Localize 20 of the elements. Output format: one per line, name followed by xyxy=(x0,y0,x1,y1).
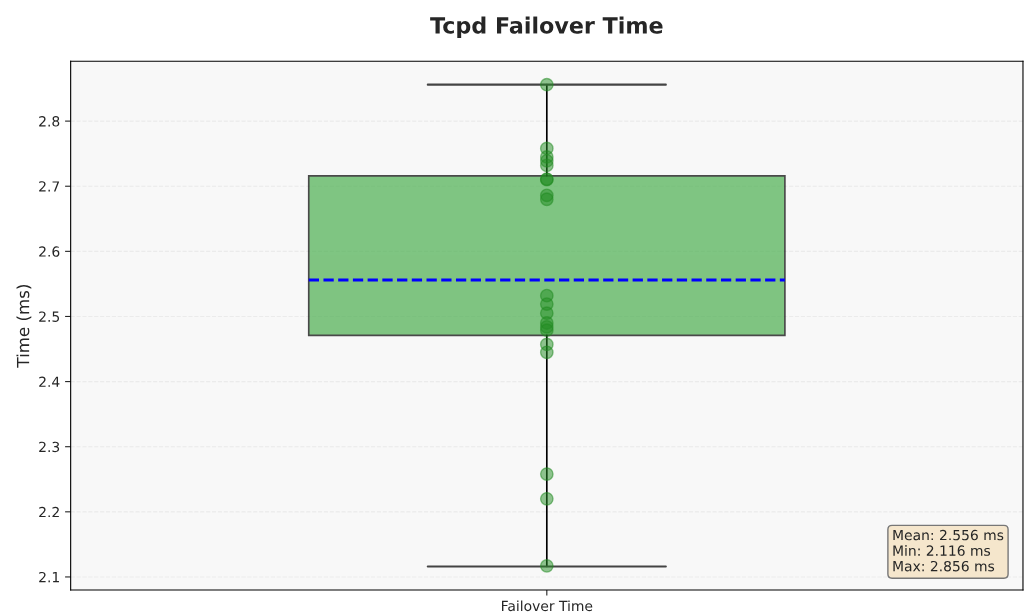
y-tick-label: 2.4 xyxy=(39,376,60,387)
point xyxy=(539,558,554,573)
chart-title: Tcpd Failover Time xyxy=(430,16,663,39)
point xyxy=(539,491,554,506)
y-tick-label: 2.3 xyxy=(39,441,60,453)
y-tick-label: 2.7 xyxy=(39,181,60,192)
point xyxy=(539,158,554,173)
point xyxy=(539,345,554,360)
y-tick-label: 2.1 xyxy=(39,571,59,583)
annotation: Mean: 2.556 ms Min: 2.116 ms Max: 2.856 ms xyxy=(893,529,1004,572)
x-tick-label: Failover Time xyxy=(502,600,593,612)
y-tick-label: 2.2 xyxy=(39,506,59,518)
y-tick-label: 2.8 xyxy=(39,116,60,127)
point xyxy=(539,77,554,92)
y-tick-label: 2.5 xyxy=(39,311,60,322)
point xyxy=(539,467,554,481)
point xyxy=(539,323,554,338)
y-axis-title: Time (ms) xyxy=(16,285,32,368)
y-tick-label: 2.6 xyxy=(39,246,60,257)
point xyxy=(539,192,554,207)
